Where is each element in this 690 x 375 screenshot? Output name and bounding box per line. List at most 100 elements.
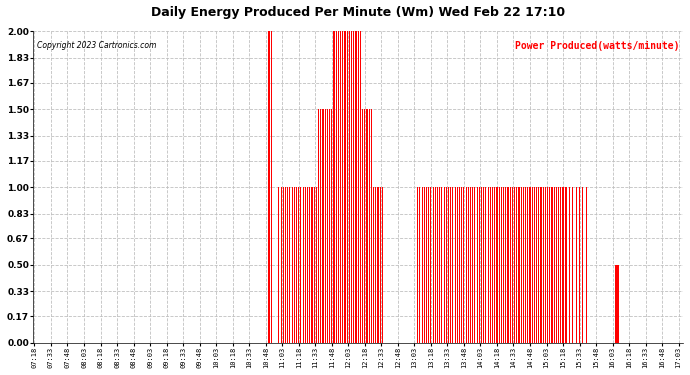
Bar bbox=[424, 187, 425, 343]
Bar bbox=[346, 32, 348, 343]
Bar bbox=[558, 187, 559, 343]
Bar bbox=[615, 265, 616, 343]
Bar bbox=[303, 187, 304, 343]
Bar bbox=[300, 187, 302, 343]
Bar bbox=[549, 187, 551, 343]
Bar bbox=[333, 32, 335, 343]
Bar bbox=[521, 187, 522, 343]
Bar bbox=[355, 32, 357, 343]
Bar bbox=[307, 187, 308, 343]
Bar bbox=[518, 187, 520, 343]
Bar bbox=[314, 187, 315, 343]
Bar bbox=[507, 187, 509, 343]
Bar bbox=[439, 187, 440, 343]
Bar bbox=[364, 109, 366, 343]
Bar bbox=[470, 187, 471, 343]
Bar bbox=[349, 32, 350, 343]
Bar bbox=[353, 32, 355, 343]
Bar bbox=[292, 187, 293, 343]
Bar bbox=[536, 187, 537, 343]
Bar bbox=[488, 187, 489, 343]
Bar bbox=[547, 187, 548, 343]
Bar bbox=[450, 187, 451, 343]
Bar bbox=[335, 32, 337, 343]
Bar bbox=[417, 187, 418, 343]
Bar bbox=[270, 32, 272, 343]
Bar bbox=[377, 187, 379, 343]
Bar bbox=[338, 32, 339, 343]
Bar bbox=[373, 187, 374, 343]
Bar bbox=[616, 265, 618, 343]
Bar bbox=[368, 109, 370, 343]
Bar bbox=[366, 109, 368, 343]
Bar bbox=[380, 187, 381, 343]
Bar bbox=[426, 187, 427, 343]
Bar bbox=[340, 32, 341, 343]
Text: Power Produced(watts/minute): Power Produced(watts/minute) bbox=[515, 41, 680, 51]
Bar bbox=[428, 187, 429, 343]
Bar bbox=[437, 187, 438, 343]
Bar bbox=[579, 187, 580, 343]
Bar bbox=[472, 187, 473, 343]
Bar bbox=[551, 187, 553, 343]
Bar bbox=[316, 187, 317, 343]
Bar bbox=[496, 187, 497, 343]
Bar bbox=[283, 187, 284, 343]
Bar bbox=[569, 187, 570, 343]
Bar bbox=[461, 187, 462, 343]
Bar bbox=[542, 187, 544, 343]
Bar bbox=[357, 32, 359, 343]
Text: Daily Energy Produced Per Minute (Wm) Wed Feb 22 17:10: Daily Energy Produced Per Minute (Wm) We… bbox=[151, 6, 565, 19]
Bar bbox=[479, 187, 480, 343]
Bar bbox=[289, 187, 290, 343]
Bar bbox=[446, 187, 447, 343]
Bar bbox=[499, 187, 500, 343]
Bar bbox=[351, 32, 352, 343]
Bar bbox=[538, 187, 540, 343]
Bar bbox=[331, 109, 333, 343]
Bar bbox=[344, 32, 346, 343]
Bar bbox=[575, 187, 577, 343]
Bar bbox=[534, 187, 535, 343]
Bar bbox=[329, 109, 330, 343]
Bar bbox=[505, 187, 506, 343]
Bar bbox=[483, 187, 484, 343]
Bar bbox=[322, 109, 324, 343]
Bar bbox=[510, 187, 511, 343]
Bar bbox=[501, 187, 502, 343]
Bar bbox=[457, 187, 458, 343]
Bar bbox=[375, 187, 376, 343]
Bar bbox=[556, 187, 557, 343]
Bar bbox=[278, 187, 279, 343]
Bar bbox=[281, 187, 282, 343]
Bar bbox=[371, 109, 372, 343]
Bar bbox=[327, 109, 328, 343]
Bar bbox=[318, 109, 319, 343]
Bar bbox=[268, 32, 270, 343]
Bar bbox=[494, 187, 495, 343]
Bar bbox=[285, 187, 286, 343]
Bar bbox=[311, 187, 313, 343]
Bar bbox=[342, 32, 344, 343]
Text: Copyright 2023 Cartronics.com: Copyright 2023 Cartronics.com bbox=[37, 41, 156, 50]
Bar bbox=[422, 187, 423, 343]
Bar bbox=[305, 187, 306, 343]
Bar bbox=[512, 187, 513, 343]
Bar bbox=[566, 187, 567, 343]
Bar bbox=[468, 187, 469, 343]
Bar bbox=[362, 109, 363, 343]
Bar bbox=[459, 187, 460, 343]
Bar bbox=[545, 187, 546, 343]
Bar bbox=[531, 187, 533, 343]
Bar bbox=[490, 187, 491, 343]
Bar bbox=[481, 187, 482, 343]
Bar bbox=[324, 109, 326, 343]
Bar bbox=[560, 187, 562, 343]
Bar bbox=[320, 109, 322, 343]
Bar bbox=[492, 187, 493, 343]
Bar bbox=[296, 187, 297, 343]
Bar bbox=[298, 187, 299, 343]
Bar bbox=[382, 187, 383, 343]
Bar bbox=[309, 187, 310, 343]
Bar bbox=[582, 187, 584, 343]
